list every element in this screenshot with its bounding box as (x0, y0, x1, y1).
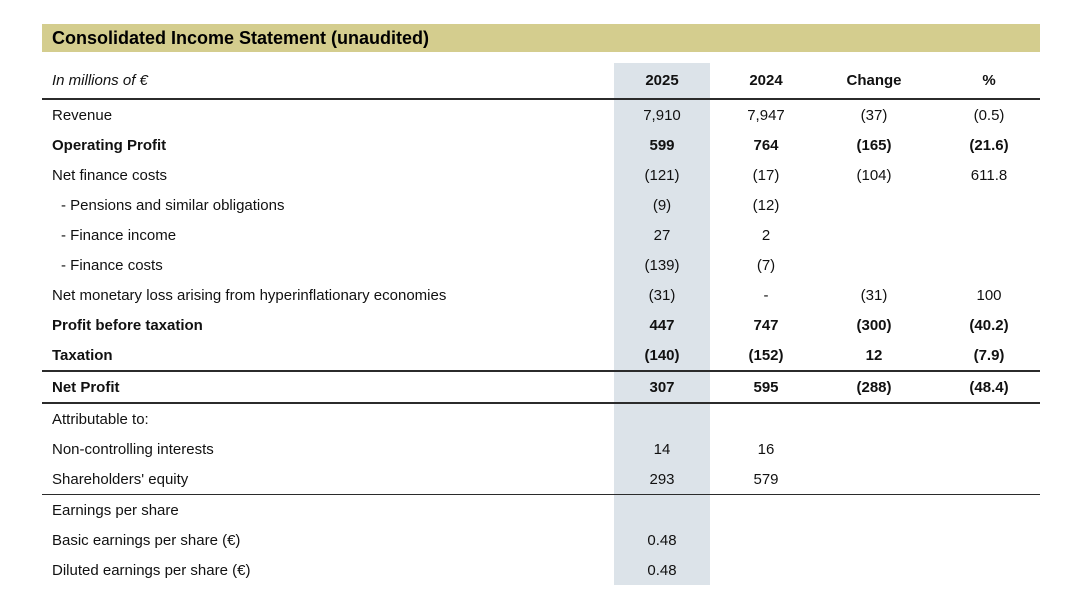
cell-2024: 764 (753, 136, 779, 154)
row-label: Basic earnings per share (€) (52, 531, 241, 549)
cell-percent: (40.2) (969, 316, 1009, 334)
cell-2025: 27 (614, 220, 710, 250)
table-row-net-profit: Net Profit 307 595 (288) (48.4) (42, 370, 1040, 404)
cell-percent: 611.8 (970, 166, 1008, 184)
cell-2025: (139) (614, 250, 710, 280)
row-label: Profit before taxation (52, 316, 203, 334)
cell-2025: (140) (614, 340, 710, 370)
row-label: Net finance costs (52, 166, 168, 184)
row-label: Net monetary loss arising from hyperinfl… (52, 286, 447, 304)
cell-change: (37) (860, 106, 888, 124)
cell-change: (165) (856, 136, 892, 154)
cell-2025 (614, 404, 710, 434)
table-header-row: In millions of € 2025 2024 Change % (42, 63, 1040, 100)
table-row-attributable-to: Attributable to: (42, 404, 1040, 434)
column-header-change: Change (846, 72, 902, 89)
table-row-shareholders-equity: Shareholders' equity 293 579 (42, 464, 1040, 495)
cell-change: (104) (856, 166, 892, 184)
row-label: Shareholders' equity (52, 470, 189, 488)
cell-2025: (9) (614, 190, 710, 220)
cell-change: 12 (865, 346, 883, 364)
cell-percent: (7.9) (973, 346, 1005, 364)
cell-2025: 293 (614, 464, 710, 494)
cell-2025: 0.48 (614, 555, 710, 585)
cell-2024: 747 (753, 316, 779, 334)
row-label: Non-controlling interests (52, 440, 214, 458)
cell-2024: (152) (748, 346, 784, 364)
income-statement-document: Consolidated Income Statement (unaudited… (42, 24, 1040, 585)
cell-2025: (31) (614, 280, 710, 310)
cell-2024: 579 (753, 470, 779, 488)
cell-2025: (121) (614, 160, 710, 190)
cell-2024: (7) (756, 256, 776, 274)
statement-title-band: Consolidated Income Statement (unaudited… (42, 24, 1040, 52)
table-row-net-monetary-loss: Net monetary loss arising from hyperinfl… (42, 280, 1040, 310)
column-header-percent: % (982, 72, 996, 89)
table-row-revenue: Revenue 7,910 7,947 (37) (0.5) (42, 100, 1040, 130)
cell-2025 (614, 495, 710, 525)
row-label: - Pensions and similar obligations (61, 196, 285, 214)
row-label: Net Profit (52, 378, 120, 396)
table-row-pensions: - Pensions and similar obligations (9) (… (42, 190, 1040, 220)
income-statement-table: In millions of € 2025 2024 Change % Reve… (42, 63, 1040, 585)
cell-change: (288) (856, 378, 892, 396)
cell-percent: (48.4) (969, 378, 1009, 396)
cell-percent: 100 (976, 286, 1002, 304)
cell-2024: (12) (752, 196, 780, 214)
cell-percent: (21.6) (969, 136, 1009, 154)
row-label: - Finance income (61, 226, 177, 244)
table-row-basic-eps: Basic earnings per share (€) 0.48 (42, 525, 1040, 555)
cell-2025: 14 (614, 434, 710, 464)
row-label: Taxation (52, 346, 113, 364)
unit-label: In millions of € (52, 72, 148, 89)
table-row-non-controlling-interests: Non-controlling interests 14 16 (42, 434, 1040, 464)
cell-change: (31) (860, 286, 888, 304)
cell-2025: 307 (614, 372, 710, 402)
table-row-operating-profit: Operating Profit 599 764 (165) (21.6) (42, 130, 1040, 160)
row-label: Operating Profit (52, 136, 167, 154)
table-row-finance-costs: - Finance costs (139) (7) (42, 250, 1040, 280)
table-row-net-finance-costs: Net finance costs (121) (17) (104) 611.8 (42, 160, 1040, 190)
column-header-2025: 2025 (614, 63, 710, 98)
cell-2024: 16 (757, 440, 775, 458)
table-row-profit-before-taxation: Profit before taxation 447 747 (300) (40… (42, 310, 1040, 340)
cell-2025: 599 (614, 130, 710, 160)
row-label: - Finance costs (61, 256, 163, 274)
statement-title: Consolidated Income Statement (unaudited… (52, 28, 430, 48)
cell-2025: 447 (614, 310, 710, 340)
cell-change: (300) (856, 316, 892, 334)
row-label: Earnings per share (52, 501, 179, 519)
row-label: Attributable to: (52, 410, 149, 428)
cell-2024: 595 (753, 378, 779, 396)
table-row-earnings-per-share: Earnings per share (42, 495, 1040, 525)
cell-2024: (17) (752, 166, 780, 184)
cell-2024: - (763, 286, 769, 304)
cell-2024: 7,947 (747, 106, 785, 124)
cell-2025: 7,910 (614, 100, 710, 130)
table-row-taxation: Taxation (140) (152) 12 (7.9) (42, 340, 1040, 370)
cell-2025: 0.48 (614, 525, 710, 555)
row-label: Diluted earnings per share (€) (52, 561, 251, 579)
cell-percent: (0.5) (973, 106, 1005, 124)
table-row-diluted-eps: Diluted earnings per share (€) 0.48 (42, 555, 1040, 585)
column-header-2024: 2024 (749, 72, 783, 89)
cell-2024: 2 (761, 226, 771, 244)
table-row-finance-income: - Finance income 27 2 (42, 220, 1040, 250)
row-label: Revenue (52, 106, 113, 124)
